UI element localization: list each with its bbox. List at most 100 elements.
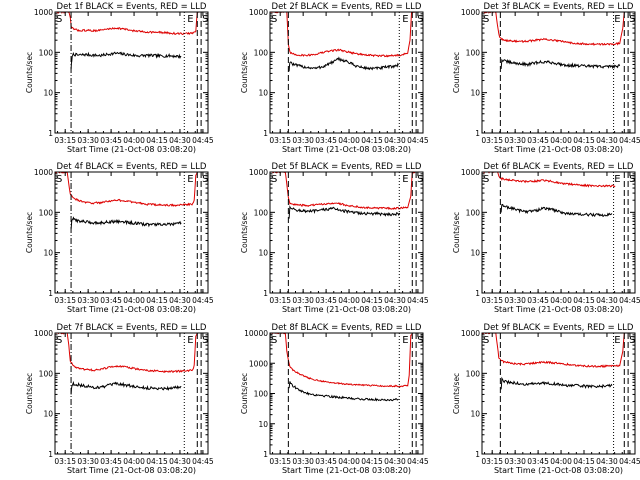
x-tick-label: 04:45 (407, 136, 429, 145)
corner-label-left: S (483, 174, 489, 185)
series-events (500, 58, 621, 70)
x-tick-label: 04:45 (407, 457, 429, 466)
corner-label-mid: E (614, 174, 620, 185)
x-tick-label: 03:30 (292, 136, 314, 145)
series-lld (482, 172, 616, 188)
x-tick-label: 03:30 (77, 136, 99, 145)
x-axis-label: Start Time (21-Oct-08 03:08:20) (282, 145, 411, 154)
y-tick-label: 10 (470, 249, 480, 258)
x-tick-label: 04:15 (146, 457, 168, 466)
x-tick-label: 03:30 (504, 457, 526, 466)
x-tick-label: 04:30 (384, 136, 406, 145)
x-tick-label: 04:30 (169, 136, 191, 145)
corner-label-right: S (417, 14, 423, 25)
y-tick-label: 1000 (249, 168, 268, 177)
x-tick-label: 04:45 (619, 457, 640, 466)
y-axis-label: Counts/sec (452, 212, 461, 253)
corner-label-mid: E (402, 14, 408, 25)
x-tick-label: 04:45 (192, 457, 214, 466)
x-tick-label: 03:15 (481, 457, 503, 466)
x-tick-label: 03:45 (527, 296, 549, 305)
y-tick-label: 10000 (244, 329, 268, 338)
x-tick-label: 03:30 (77, 296, 99, 305)
x-tick-label: 04:00 (338, 296, 360, 305)
series-events (288, 205, 401, 219)
plot-frame (54, 171, 209, 294)
panel-title: Det 2f BLACK = Events, RED = LLD (272, 2, 422, 12)
x-tick-label: 03:45 (315, 136, 337, 145)
x-tick-label: 03:30 (292, 296, 314, 305)
x-tick-label: 04:00 (550, 457, 572, 466)
y-tick-label: 10 (470, 89, 480, 98)
x-tick-label: 03:45 (315, 296, 337, 305)
x-axis-label: Start Time (21-Oct-08 03:08:20) (494, 145, 623, 154)
plot-frame (481, 171, 636, 294)
y-axis-label: Counts/sec (25, 373, 34, 414)
corner-label-left: S (271, 14, 277, 25)
panel-5: Det 5f BLACK = Events, RED = LLD 1 10 100 10… (240, 162, 429, 314)
y-tick-label: 1000 (461, 8, 480, 17)
y-tick-label: 100 (466, 48, 481, 57)
corner-label-left: S (271, 174, 277, 185)
plot-frame (269, 11, 424, 134)
panel-title: Det 1f BLACK = Events, RED = LLD (57, 2, 207, 12)
y-tick-label: 100 (39, 369, 54, 378)
x-tick-label: 03:30 (77, 457, 99, 466)
y-axis-label: Counts/sec (452, 373, 461, 414)
x-tick-label: 03:15 (269, 457, 291, 466)
x-tick-label: 04:30 (384, 457, 406, 466)
x-tick-label: 04:30 (596, 457, 618, 466)
x-tick-label: 04:00 (550, 136, 572, 145)
y-tick-label: 1000 (34, 329, 53, 338)
series-group (55, 12, 201, 70)
panel-9: Det 9f BLACK = Events, RED = LLD 1 10 100 10… (452, 323, 640, 475)
y-axis-label: Counts/sec (25, 212, 34, 253)
corner-label-left: S (483, 14, 489, 25)
y-tick-label: 1000 (34, 8, 53, 17)
x-tick-label: 04:15 (573, 457, 595, 466)
x-tick-label: 04:00 (123, 457, 145, 466)
y-tick-label: 1 (475, 289, 480, 298)
corner-label-left: S (56, 335, 62, 346)
y-axis-label: Counts/sec (240, 52, 249, 93)
x-tick-label: 04:00 (550, 296, 572, 305)
y-tick-label: 1 (263, 129, 268, 138)
x-tick-label: 04:15 (361, 457, 383, 466)
plot-frame (481, 11, 636, 134)
series-lld (270, 172, 416, 211)
panel-6: Det 6f BLACK = Events, RED = LLD 1 10 100 10… (452, 162, 640, 314)
panel-2: Det 2f BLACK = Events, RED = LLD 1 10 100 10… (240, 2, 429, 154)
y-tick-label: 100 (39, 208, 54, 217)
y-tick-label: 10 (258, 249, 268, 258)
series-events (70, 51, 182, 70)
panel-title: Det 6f BLACK = Events, RED = LLD (484, 162, 634, 172)
x-tick-label: 03:30 (504, 136, 526, 145)
corner-label-mid: E (402, 335, 408, 346)
series-group (482, 333, 625, 390)
corner-label-mid: E (187, 174, 193, 185)
x-tick-label: 03:45 (527, 136, 549, 145)
y-tick-label: 1 (263, 450, 268, 459)
panel-8: Det 8f BLACK = Events, RED = LLD 1 10 100 10… (240, 323, 429, 475)
x-tick-label: 03:30 (504, 296, 526, 305)
y-tick-label: 100 (466, 208, 481, 217)
series-lld (55, 333, 198, 373)
y-tick-label: 100 (466, 369, 481, 378)
x-tick-label: 04:15 (361, 136, 383, 145)
y-axis-label: Counts/sec (240, 212, 249, 253)
x-tick-label: 03:45 (100, 296, 122, 305)
x-tick-label: 03:15 (54, 296, 76, 305)
y-tick-label: 1000 (461, 168, 480, 177)
corner-label-left: S (56, 14, 62, 25)
x-tick-label: 03:15 (54, 457, 76, 466)
y-axis-label: Counts/sec (240, 373, 249, 414)
y-tick-label: 1000 (249, 8, 268, 17)
x-tick-label: 03:15 (269, 296, 291, 305)
series-events (70, 216, 182, 229)
corner-label-left: S (271, 335, 277, 346)
y-tick-label: 1 (48, 289, 53, 298)
x-tick-label: 03:30 (292, 457, 314, 466)
x-tick-label: 04:15 (361, 296, 383, 305)
y-tick-label: 100 (254, 390, 269, 399)
x-tick-label: 03:45 (527, 457, 549, 466)
